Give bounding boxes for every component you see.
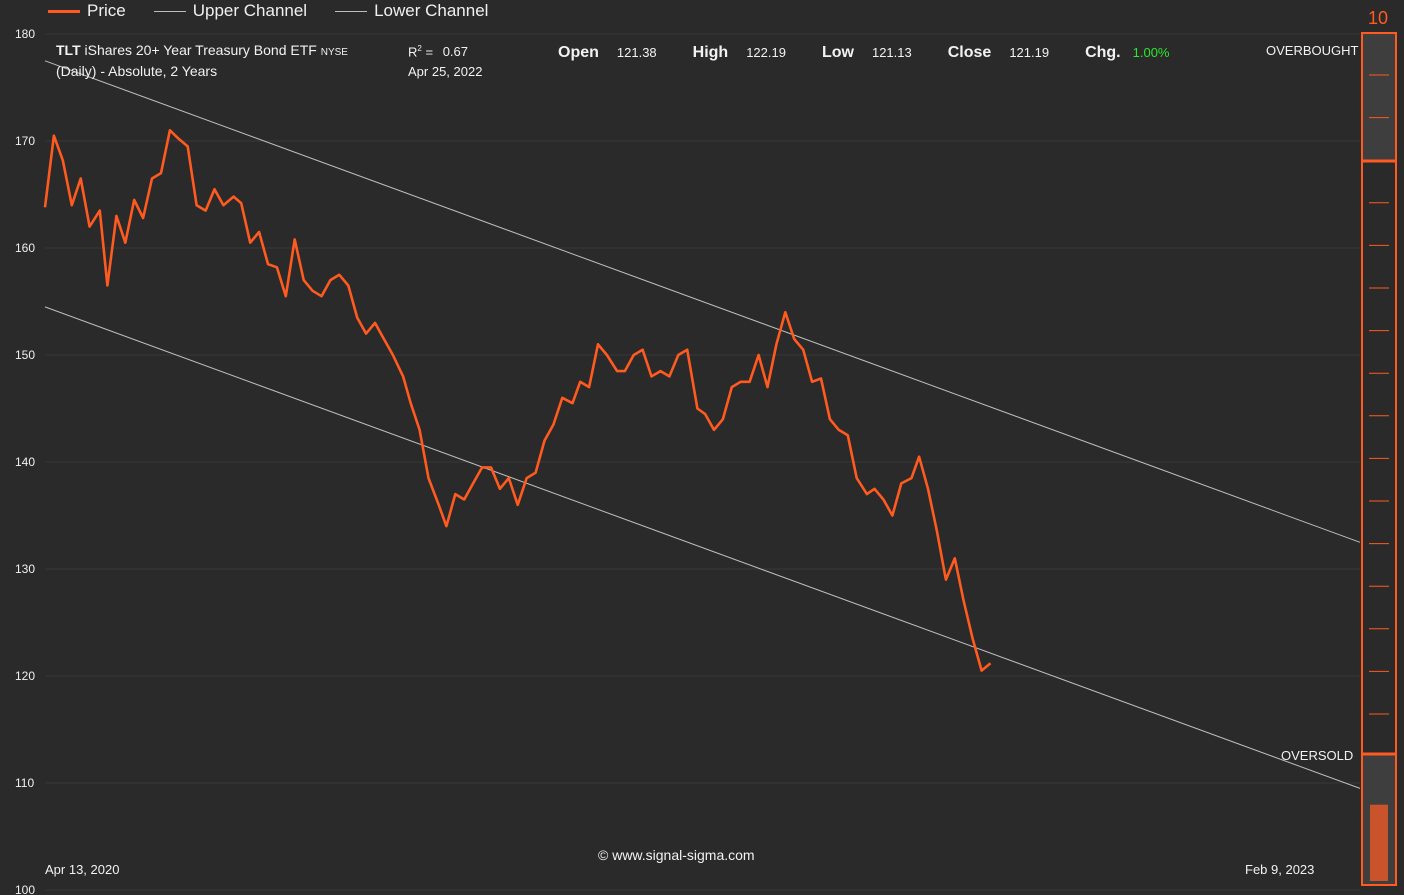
r-squared-eq: = bbox=[425, 44, 434, 60]
series-line-lower-channel bbox=[44, 306, 1361, 789]
legend-label-price: Price bbox=[87, 1, 126, 20]
close-value: 121.19 bbox=[1009, 45, 1050, 60]
y-tick-label-160: 160 bbox=[15, 241, 35, 255]
y-tick-label-170: 170 bbox=[15, 134, 35, 148]
legend-item-upper-channel[interactable]: Upper Channel bbox=[153, 1, 308, 21]
high-label: High bbox=[692, 44, 729, 61]
legend-swatch-upper-channel bbox=[153, 10, 186, 12]
y-tick-label-120: 120 bbox=[15, 669, 35, 683]
legend-swatch-lower-channel bbox=[335, 10, 368, 12]
open-label: Open bbox=[558, 44, 599, 61]
legend-label-lower-channel: Lower Channel bbox=[374, 1, 489, 20]
exchange-label: NYSE bbox=[320, 47, 348, 58]
legend: Price Upper Channel Lower Channel bbox=[48, 0, 516, 22]
chart-subtitle: (Daily) - Absolute, 2 Years bbox=[56, 63, 218, 79]
y-tick-label-150: 150 bbox=[15, 348, 35, 362]
change-label: Chg. bbox=[1085, 44, 1121, 61]
oscillator-level-bar bbox=[1370, 804, 1388, 881]
legend-label-upper-channel: Upper Channel bbox=[192, 1, 308, 20]
legend-swatch-price bbox=[48, 9, 80, 13]
security-name: iShares 20+ Year Treasury Bond ETF bbox=[84, 42, 317, 58]
series-line-price bbox=[43, 129, 992, 672]
x-axis-start-date: Apr 13, 2020 bbox=[45, 862, 120, 877]
low-label: Low bbox=[821, 44, 854, 61]
chart-title: TLT iShares 20+ Year Treasury Bond ETF N… bbox=[56, 41, 348, 80]
r-squared-value: 0.67 bbox=[442, 44, 468, 60]
y-tick-label-110: 110 bbox=[15, 776, 34, 790]
x-axis-end-date: Feb 9, 2023 bbox=[1245, 862, 1315, 877]
legend-item-price[interactable]: Price bbox=[48, 1, 126, 21]
y-tick-label-180: 180 bbox=[15, 27, 35, 41]
channel-lines bbox=[44, 60, 1361, 789]
oversold-label: OVERSOLD bbox=[1281, 748, 1354, 763]
r-squared-sup: 2 bbox=[417, 44, 422, 53]
y-axis-ticks: 180 170 160 150 140 130 120 110 100 bbox=[15, 27, 35, 895]
quote-date: Apr 25, 2022 bbox=[408, 64, 483, 80]
open-value: 121.38 bbox=[616, 45, 657, 60]
r-squared-block: R2 = 0.67 Apr 25, 2022 bbox=[408, 40, 482, 81]
overbought-label: OVERBOUGHT bbox=[1266, 43, 1359, 58]
oscillator-frame bbox=[1361, 32, 1397, 886]
low-value: 121.13 bbox=[871, 45, 912, 60]
change-value: 1.00% bbox=[1132, 45, 1170, 60]
oscillator-panel bbox=[1361, 32, 1397, 886]
oscillator-overbought-zone bbox=[1362, 33, 1396, 161]
series-line-upper-channel bbox=[44, 60, 1361, 543]
copyright-text: © www.signal-sigma.com bbox=[598, 847, 755, 863]
grid-lines bbox=[45, 33, 1360, 891]
ohlc-bar: Open 121.38 High 122.19 Low 121.13 Close… bbox=[558, 44, 1206, 62]
legend-item-lower-channel[interactable]: Lower Channel bbox=[335, 1, 488, 21]
ticker-symbol: TLT bbox=[56, 42, 81, 58]
high-value: 122.19 bbox=[746, 45, 786, 60]
y-tick-label-130: 130 bbox=[15, 562, 35, 576]
y-tick-label-140: 140 bbox=[15, 455, 35, 469]
r-squared-label: R bbox=[408, 44, 418, 60]
close-label: Close bbox=[947, 44, 992, 61]
oscillator-top-value: 10 bbox=[1368, 8, 1389, 28]
y-tick-label-100: 100 bbox=[15, 883, 35, 895]
price-series bbox=[43, 129, 992, 672]
